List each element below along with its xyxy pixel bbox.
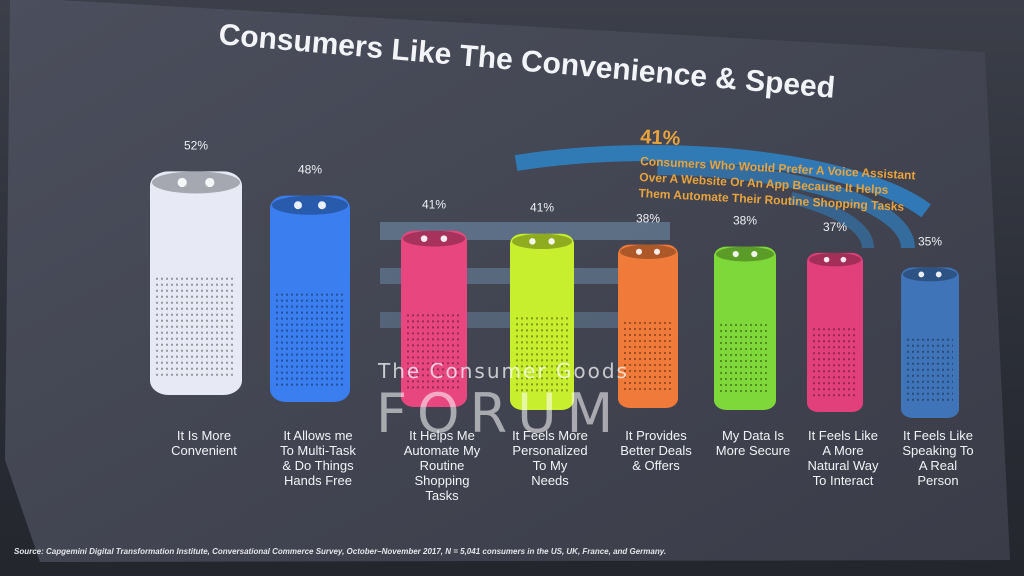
bar-1 — [150, 171, 242, 395]
category-label: It Provides — [625, 428, 687, 443]
bar-body — [714, 246, 776, 410]
bar-4 — [510, 233, 574, 410]
bar-7 — [807, 252, 863, 412]
decorative-arc — [385, 161, 915, 335]
category-label: Personalized — [512, 443, 587, 458]
bar-top-cap — [512, 233, 572, 250]
category-label: It Is More — [177, 428, 231, 443]
bar-top-cap — [620, 244, 676, 259]
category-label: It Feels Like — [903, 428, 973, 443]
bar-top-dot — [294, 201, 302, 210]
bar-top-dot — [918, 271, 925, 278]
category-label: To My — [533, 458, 568, 473]
bar-body — [150, 171, 242, 395]
bar-value-label: 38% — [636, 212, 660, 226]
category-label: My Data Is — [722, 428, 785, 443]
category-label: Needs — [531, 473, 569, 488]
category-label: Automate My — [404, 443, 481, 458]
bar-value-label: 41% — [530, 201, 554, 215]
bar-top-cap — [809, 252, 861, 267]
category-label: A Real — [919, 458, 957, 473]
bar-top-dot — [548, 238, 555, 245]
bar-6 — [714, 246, 776, 410]
bar-top-dot — [654, 248, 660, 255]
category-label: It Helps Me — [409, 428, 475, 443]
decorative-arc — [342, 145, 958, 351]
bar-2 — [270, 195, 350, 402]
bar-top-dot — [935, 271, 942, 278]
bar-value-label: 48% — [298, 163, 322, 177]
category-label: Routine — [420, 458, 465, 473]
bar-top-cap — [152, 171, 240, 194]
category-label: Shopping — [415, 473, 470, 488]
category-label: To Interact — [813, 473, 874, 488]
bar-top-dot — [420, 235, 428, 242]
bar-3 — [401, 230, 467, 407]
category-label: It Allows me — [283, 428, 352, 443]
bar-8 — [901, 267, 959, 418]
category-label: Person — [917, 473, 958, 488]
bar-top-dot — [732, 250, 739, 258]
bar-top-cap — [903, 267, 957, 282]
watermark-line-2: FORUM — [376, 382, 623, 445]
bar-top-dot — [840, 256, 847, 263]
bar-body — [618, 244, 678, 408]
bar-top-dot — [636, 248, 642, 255]
bar-top-cap — [716, 246, 774, 262]
bar-top-dot — [318, 201, 326, 210]
bar-top-dot — [751, 250, 758, 258]
bar-body — [270, 195, 350, 402]
bar-top-dot — [177, 177, 187, 188]
bar-body — [807, 252, 863, 412]
bar-value-label: 52% — [184, 138, 208, 152]
watermark-line-1: The Consumer Goods — [377, 359, 629, 383]
bar-value-label: 37% — [823, 220, 847, 234]
category-label: To Multi-Task — [280, 443, 356, 458]
decorative-arc — [426, 176, 874, 320]
bar-body — [401, 230, 467, 407]
category-label: Natural Way — [807, 458, 879, 473]
category-label: Speaking To — [902, 443, 973, 458]
category-label: Convenient — [171, 443, 237, 458]
bar-top-dot — [205, 177, 215, 188]
category-label: Better Deals — [620, 443, 692, 458]
bar-top-dot — [529, 238, 536, 245]
bar-value-label: 35% — [918, 235, 942, 249]
bar-body — [901, 267, 959, 418]
bar-body — [510, 233, 574, 410]
category-label: & Do Things — [282, 458, 354, 473]
bar-top-dot — [440, 235, 448, 242]
bar-top-cap — [403, 230, 465, 247]
category-label: More Secure — [716, 443, 790, 458]
source-note: Source: Capgemini Digital Transformation… — [14, 547, 666, 556]
category-label: Hands Free — [284, 473, 352, 488]
callout-value: 41% — [640, 126, 681, 150]
category-label: It Feels Like — [808, 428, 878, 443]
bar-top-cap — [272, 195, 348, 215]
category-label: Tasks — [425, 488, 459, 503]
category-label: It Feels More — [512, 428, 588, 443]
bar-value-label: 38% — [733, 214, 757, 228]
category-label: A More — [822, 443, 863, 458]
category-label: & Offers — [632, 458, 680, 473]
bars — [150, 171, 959, 418]
bar-value-label: 41% — [422, 198, 446, 212]
bar-top-dot — [823, 256, 830, 263]
screen-surface — [5, 0, 1010, 562]
bar-5 — [618, 244, 678, 408]
